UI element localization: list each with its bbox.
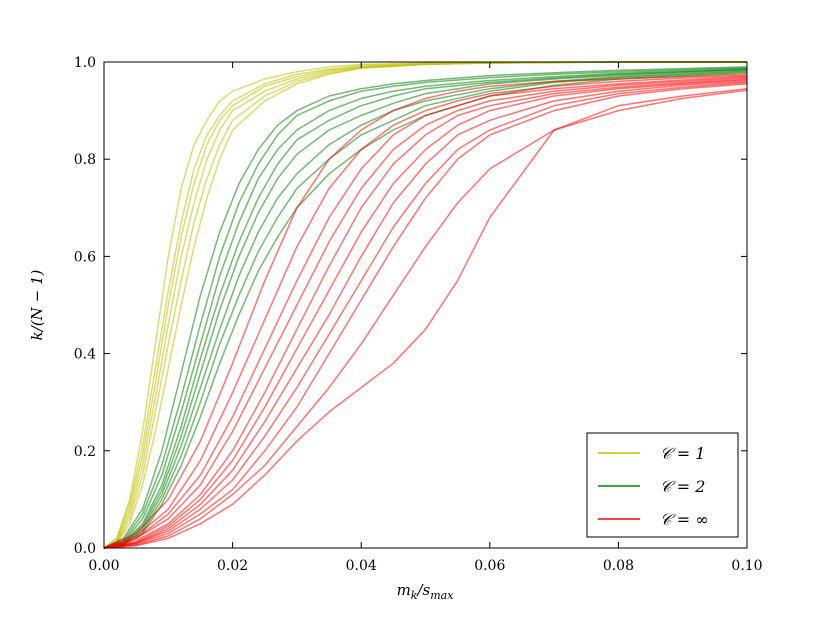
y-tick-label: 0.6 xyxy=(74,249,96,265)
legend-label-red: 𝒞 = ∞ xyxy=(660,510,709,529)
y-tick-label: 0.0 xyxy=(74,541,96,557)
series-line-red-14 xyxy=(103,73,748,549)
series-line-red-16 xyxy=(103,75,748,549)
ticks-layer: 0.00 0.02 0.04 0.06 0.08 0.10 0.0 0.2 0.4 0.6 0.8 1… xyxy=(74,55,763,574)
x-tick-label: 0.06 xyxy=(474,558,505,574)
series-line-red-24 xyxy=(103,87,748,549)
x-tick-label: 0.08 xyxy=(603,558,634,574)
series-line-red-21 xyxy=(103,81,748,549)
series-line-green-9 xyxy=(103,68,748,549)
series-line-green-11 xyxy=(103,69,748,549)
series-line-red-23 xyxy=(103,89,748,549)
series-layer xyxy=(103,61,748,549)
x-tick-label: 0.04 xyxy=(346,558,377,574)
y-axis-label: k/(N − 1) xyxy=(28,270,46,341)
x-tick-label: 0.02 xyxy=(217,558,248,574)
series-line-green-7 xyxy=(103,67,748,549)
series-line-red-17 xyxy=(103,76,748,549)
y-tick-label: 0.2 xyxy=(74,444,96,460)
legend-items: 𝒞 = 1 𝒞 = 2 𝒞 = ∞ xyxy=(598,444,709,529)
series-line-red-20 xyxy=(103,80,748,549)
series-line-green-8 xyxy=(103,68,748,549)
legend-label-green: 𝒞 = 2 xyxy=(660,477,705,496)
series-line-red-15 xyxy=(103,74,748,549)
plot-frame xyxy=(103,61,748,549)
series-line-green-12 xyxy=(103,70,748,549)
series-line-red-22 xyxy=(103,83,748,549)
series-line-green-10 xyxy=(103,69,748,549)
series-line-red-19 xyxy=(103,79,748,549)
y-tick-label: 0.4 xyxy=(74,347,96,363)
x-tick-label: 0.10 xyxy=(731,558,762,574)
y-tick-label: 0.8 xyxy=(74,152,96,168)
series-line-green-6 xyxy=(103,66,748,549)
legend-label-yellow: 𝒞 = 1 xyxy=(660,444,705,463)
y-tick-label: 1.0 xyxy=(74,55,96,71)
legend: 𝒞 = 1 𝒞 = 2 𝒞 = ∞ xyxy=(586,432,739,538)
series-line-red-18 xyxy=(103,78,748,549)
x-tick-label: 0.00 xyxy=(88,558,119,574)
x-axis-label: mk/smax xyxy=(397,581,455,602)
series-line-yellow-5 xyxy=(103,61,747,549)
